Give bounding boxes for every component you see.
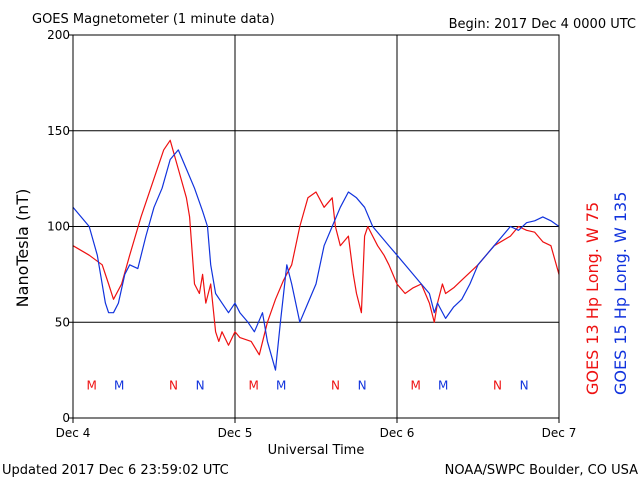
annotation-m: M [438, 378, 448, 392]
y-tick-label: 150 [47, 124, 70, 138]
axis-ticks: 0 50 100 150 200 Dec 4 Dec 5 Dec 6 Dec 7 [47, 28, 576, 440]
series-layer [72, 139, 560, 371]
annotation-n: N [196, 378, 205, 392]
gridlines [73, 35, 559, 418]
begin-label: Begin: 2017 Dec 4 0000 UTC [449, 17, 636, 32]
annotation-n: N [520, 378, 529, 392]
y-tick-label: 100 [47, 220, 70, 234]
annotation-n: N [493, 378, 502, 392]
updated-timestamp: Updated 2017 Dec 6 23:59:02 UTC [2, 463, 229, 478]
y-tick-label: 50 [55, 315, 70, 329]
y-tick-label: 200 [47, 28, 70, 42]
annotation-m: M [410, 378, 420, 392]
annotation-n: N [358, 378, 367, 392]
series-line-goes15 [72, 149, 560, 371]
annotation-m: M [248, 378, 258, 392]
annotation-m: M [86, 378, 96, 392]
series-line-goes13 [72, 139, 560, 356]
x-tick-label: Dec 6 [380, 426, 415, 440]
legend-goes15: GOES 15 Hp Long. W 135 [611, 192, 630, 395]
x-tick-label: Dec 5 [218, 426, 253, 440]
x-tick-label: Dec 7 [542, 426, 577, 440]
y-tick-label: 0 [62, 411, 70, 425]
y-axis-label: NanoTesla (nT) [13, 189, 32, 308]
annotation-m: M [276, 378, 286, 392]
x-axis-label: Universal Time [268, 443, 365, 458]
legend-goes13: GOES 13 Hp Long. W 75 [583, 202, 602, 395]
annotation-n: N [169, 378, 178, 392]
annotation-m: M [114, 378, 124, 392]
x-tick-label: Dec 4 [56, 426, 91, 440]
source-credit: NOAA/SWPC Boulder, CO USA [445, 463, 638, 478]
annotation-n: N [331, 378, 340, 392]
chart-title: GOES Magnetometer (1 minute data) [32, 12, 275, 27]
